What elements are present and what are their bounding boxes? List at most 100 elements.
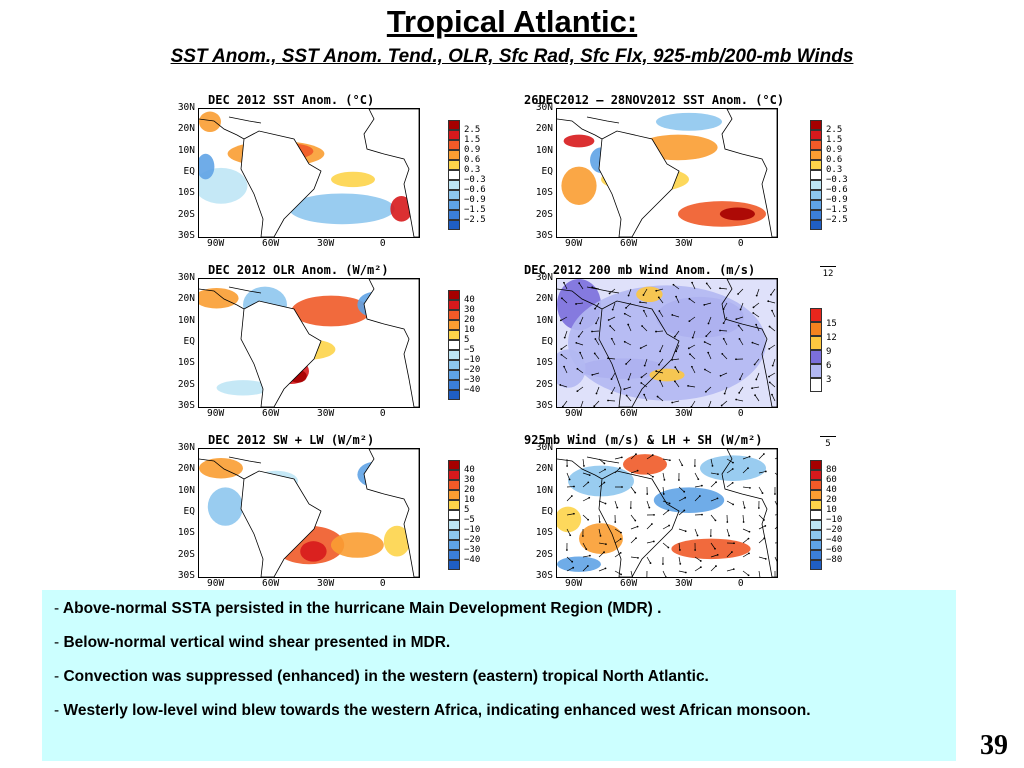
colorbar-label: 60 xyxy=(826,475,837,485)
lat-tick-label: 10N xyxy=(177,144,195,156)
colorbar-label: −5 xyxy=(464,345,475,355)
colorbar-swatch xyxy=(810,470,822,480)
colorbar-swatch xyxy=(810,490,822,500)
colorbar-swatch xyxy=(448,190,460,200)
lon-tick-label: 30W xyxy=(675,408,693,419)
colorbar-swatch xyxy=(448,140,460,150)
colorbar-swatch xyxy=(810,530,822,540)
lat-tick-label: 30N xyxy=(177,272,195,283)
colorbar-swatch xyxy=(810,120,822,130)
lat-tick-label: 20N xyxy=(535,123,553,135)
summary-textbox: - Above-normal SSTA persisted in the hur… xyxy=(42,590,956,761)
lat-tick-label: 10N xyxy=(177,484,195,496)
lon-tick-label: 90W xyxy=(207,238,225,249)
colorbar-swatch xyxy=(448,200,460,210)
colorbar-label: −60 xyxy=(826,545,843,555)
colorbar-swatch xyxy=(810,480,822,490)
colorbar-label: −20 xyxy=(826,525,843,535)
colorbar-swatch xyxy=(448,310,460,320)
colorbar-swatch xyxy=(810,560,822,570)
colorbar-label: 10 xyxy=(464,495,475,505)
colorbar-swatch xyxy=(448,560,460,570)
lat-tick-label: 10N xyxy=(535,484,553,496)
colorbar-swatch xyxy=(810,160,822,170)
colorbar-label: 5 xyxy=(464,335,470,345)
lon-tick-label: 0 xyxy=(379,238,386,249)
colorbar-label: 12 xyxy=(826,333,837,343)
lon-tick-label: 0 xyxy=(737,578,744,589)
colorbar-label: −10 xyxy=(826,515,843,525)
colorbar-sst xyxy=(448,120,460,230)
colorbar-label: 15 xyxy=(826,319,837,329)
lat-tick-label: EQ xyxy=(541,336,553,347)
colorbar-label: 6 xyxy=(826,361,832,371)
bullet-4-text: Westerly low-level wind blew towards the… xyxy=(63,702,811,719)
colorbar-label: 40 xyxy=(464,465,475,475)
colorbar-label: −1.5 xyxy=(826,205,848,215)
colorbar-swatch xyxy=(448,150,460,160)
colorbar-swatch xyxy=(810,170,822,180)
map-wind925 xyxy=(556,448,778,578)
colorbar-labels-wind200: 15 12 9 6 3 xyxy=(826,317,837,387)
lat-tick-label: 10S xyxy=(177,357,195,369)
colorbar-label: 1.5 xyxy=(826,135,843,145)
colorbar-label: −40 xyxy=(464,385,481,395)
colorbar-label: 40 xyxy=(464,295,475,305)
colorbar-swatch xyxy=(810,350,822,364)
colorbar-swatch xyxy=(448,460,460,470)
colorbar-label: 20 xyxy=(464,315,475,325)
colorbar-label: −2.5 xyxy=(464,215,486,225)
lat-tick-label: 10S xyxy=(535,527,553,539)
colorbar-swatch xyxy=(810,550,822,560)
lat-tick-label: 30N xyxy=(535,102,553,113)
lon-tick-label: 30W xyxy=(675,578,693,589)
colorbar-olr xyxy=(448,290,460,400)
lat-tick-label: 20S xyxy=(535,208,553,220)
colorbar-label: −0.6 xyxy=(464,185,486,195)
colorbar-label: 2.5 xyxy=(464,125,481,135)
colorbar-swatch xyxy=(810,190,822,200)
bullet-3-text: Convection was suppressed (enhanced) in … xyxy=(63,668,709,685)
lat-tick-label: 10N xyxy=(535,314,553,326)
lon-tick-label: 30W xyxy=(317,238,335,249)
lat-tick-label: 30S xyxy=(177,570,195,581)
lat-tick-label: 10N xyxy=(535,144,553,156)
colorbar-swatch xyxy=(448,170,460,180)
lat-tick-label: 20N xyxy=(177,463,195,475)
colorbar-label: −10 xyxy=(464,355,481,365)
lat-tick-label: 20N xyxy=(535,463,553,475)
lat-tick-label: 30S xyxy=(535,230,553,241)
colorbar-swatch xyxy=(810,210,822,220)
colorbar-label: −30 xyxy=(464,545,481,555)
colorbar-label: 0.9 xyxy=(826,145,843,155)
lat-tick-label: EQ xyxy=(183,506,195,517)
colorbar-swatch xyxy=(810,200,822,210)
colorbar-swatch xyxy=(448,160,460,170)
colorbar-swatch xyxy=(810,540,822,550)
colorbar-swatch xyxy=(448,370,460,380)
colorbar-swatch xyxy=(810,364,822,378)
colorbar-labels-swlw: 40 30 20 10 5 −5 −10 −20 −30 −40 xyxy=(464,465,480,565)
colorbar-label: −20 xyxy=(464,535,481,545)
colorbar-swatch xyxy=(810,308,822,322)
colorbar-label: −0.9 xyxy=(826,195,848,205)
colorbar-label: −40 xyxy=(464,555,481,565)
panel-title-wind925: 925mb Wind (m/s) & LH + SH (W/m²) xyxy=(524,433,763,447)
colorbar-label: 20 xyxy=(464,485,475,495)
lon-tick-label: 90W xyxy=(207,578,225,589)
panel-title-sst: DEC 2012 SST Anom. (°C) xyxy=(208,93,375,107)
lat-tick-label: EQ xyxy=(183,166,195,177)
lat-tick-label: 30N xyxy=(535,272,553,283)
panel-title-olr: DEC 2012 OLR Anom. (W/m²) xyxy=(208,263,389,277)
lat-tick-label: 20N xyxy=(535,293,553,305)
colorbar-swatch xyxy=(810,460,822,470)
colorbar-swatch xyxy=(448,360,460,370)
colorbar-label: −20 xyxy=(464,365,481,375)
colorbar-swlw xyxy=(448,460,460,570)
lat-tick-label: EQ xyxy=(541,166,553,177)
lat-tick-label: 10S xyxy=(177,187,195,199)
lon-tick-label: 30W xyxy=(317,408,335,419)
colorbar-label: 10 xyxy=(826,505,837,515)
map-swlw xyxy=(198,448,420,578)
lat-tick-label: EQ xyxy=(541,506,553,517)
